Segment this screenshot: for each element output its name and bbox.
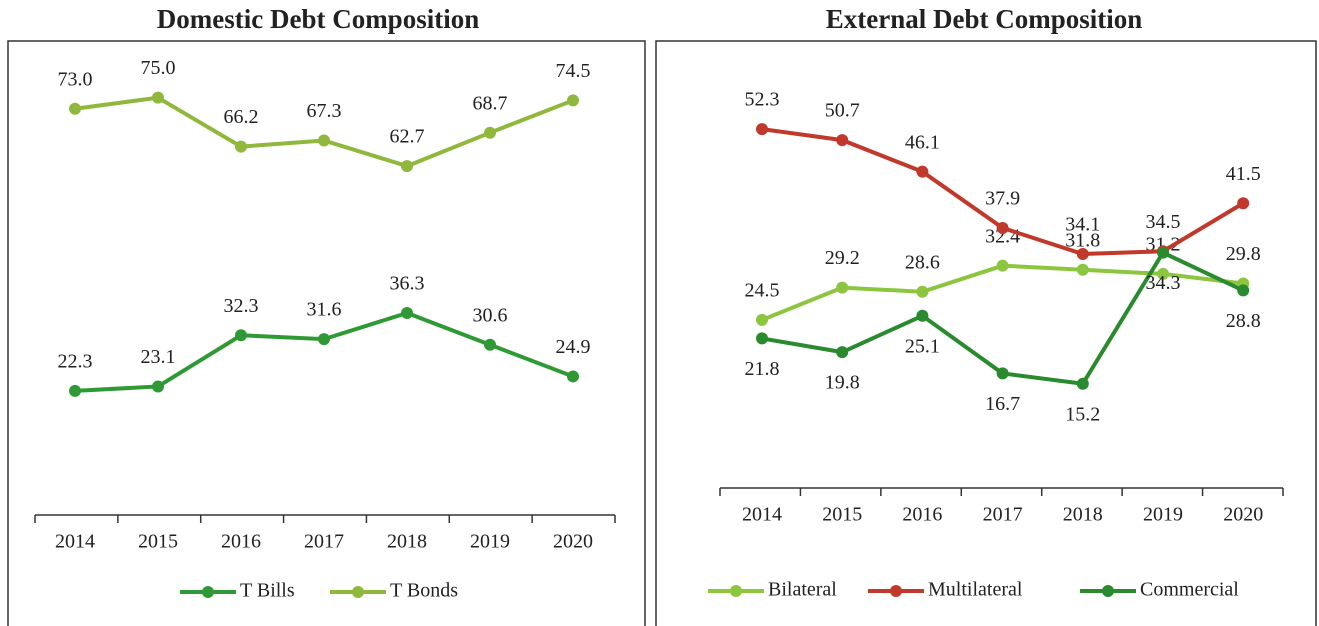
data-point [756, 123, 768, 136]
x-tick-label: 2015 [138, 531, 178, 553]
x-tick-label: 2020 [553, 531, 593, 553]
data-point [484, 338, 496, 351]
data-label: 28.6 [905, 251, 940, 273]
data-label: 29.2 [825, 247, 860, 269]
data-label: 30.6 [473, 304, 508, 326]
data-label: 23.1 [141, 346, 176, 368]
chart-title: Domestic Debt Composition [157, 4, 479, 34]
x-tick-label: 2017 [304, 531, 344, 553]
data-point [1076, 248, 1089, 261]
data-label: 22.3 [58, 351, 93, 373]
data-point [484, 126, 496, 139]
data-label: 66.2 [224, 106, 259, 128]
data-label: 15.2 [1065, 403, 1100, 425]
data-label: 68.7 [473, 92, 508, 114]
panel-frame [655, 40, 1317, 626]
data-point [401, 160, 413, 173]
data-label: 46.1 [905, 131, 940, 153]
data-point [836, 134, 849, 147]
data-point [235, 329, 247, 342]
legend-swatch [352, 586, 364, 598]
data-point [69, 102, 81, 115]
data-point [756, 332, 768, 345]
x-tick-label: 2018 [387, 531, 427, 553]
legend-swatch [730, 585, 742, 597]
x-tick-label: 2019 [1143, 504, 1183, 526]
legend-label: Multilateral [928, 579, 1023, 601]
data-label: 31.6 [307, 299, 342, 321]
data-point [996, 259, 1009, 272]
x-tick-label: 2014 [55, 531, 95, 553]
data-point [567, 370, 579, 383]
data-label: 34.3 [1146, 272, 1181, 294]
legend-swatch [202, 586, 214, 598]
data-point [1076, 263, 1089, 276]
data-point [916, 165, 929, 178]
data-label: 25.1 [905, 335, 940, 357]
data-label: 50.7 [825, 100, 860, 122]
data-label: 34.5 [1146, 211, 1181, 233]
data-point [1076, 377, 1089, 390]
data-point [1237, 197, 1250, 210]
data-point [401, 307, 413, 320]
data-label: 19.8 [825, 372, 860, 394]
data-label: 73.0 [58, 68, 93, 90]
data-label: 24.9 [556, 336, 591, 358]
data-label: 29.8 [1226, 243, 1261, 265]
legend-label: Commercial [1140, 579, 1239, 601]
x-tick-label: 2014 [742, 504, 782, 526]
data-point [1157, 246, 1169, 259]
legend-swatch [1102, 585, 1114, 597]
data-label: 28.8 [1226, 310, 1261, 332]
data-point [69, 384, 81, 397]
data-label: 16.7 [985, 393, 1020, 415]
panel-frame [7, 40, 646, 626]
data-point [996, 221, 1009, 234]
data-label: 36.3 [390, 273, 425, 295]
data-label: 67.3 [307, 100, 342, 122]
data-point [916, 285, 929, 298]
data-label: 41.5 [1226, 163, 1261, 185]
data-label: 62.7 [390, 126, 425, 148]
data-label: 34.1 [1065, 214, 1100, 236]
data-point [152, 91, 164, 104]
data-label: 75.0 [141, 57, 176, 79]
data-label: 24.5 [745, 279, 780, 301]
legend-label: T Bonds [390, 580, 458, 602]
legend-label: Bilateral [768, 579, 837, 601]
x-tick-label: 2019 [470, 531, 510, 553]
legend-swatch [890, 585, 902, 597]
data-point [318, 134, 330, 147]
data-point [836, 346, 849, 359]
data-point [567, 94, 579, 107]
data-label: 31.8 [1065, 229, 1100, 251]
data-point [318, 333, 330, 346]
x-tick-label: 2017 [983, 504, 1023, 526]
x-tick-label: 2016 [221, 531, 261, 553]
data-point [916, 309, 929, 322]
x-tick-label: 2018 [1063, 504, 1103, 526]
data-point [235, 140, 247, 153]
data-point [1237, 284, 1250, 297]
data-point [152, 380, 164, 393]
data-label: 32.3 [224, 295, 259, 317]
data-label: 37.9 [985, 188, 1020, 210]
data-label: 74.5 [556, 60, 591, 82]
legend-label: T Bills [240, 580, 295, 602]
x-tick-label: 2015 [822, 504, 862, 526]
x-tick-label: 2016 [902, 504, 942, 526]
data-label: 21.8 [745, 358, 780, 380]
data-point [756, 313, 768, 326]
data-point [836, 281, 849, 294]
data-label: 52.3 [745, 89, 780, 111]
data-point [1157, 267, 1169, 280]
data-point [996, 367, 1009, 380]
x-tick-label: 2020 [1223, 504, 1263, 526]
chart-title: External Debt Composition [826, 4, 1143, 34]
